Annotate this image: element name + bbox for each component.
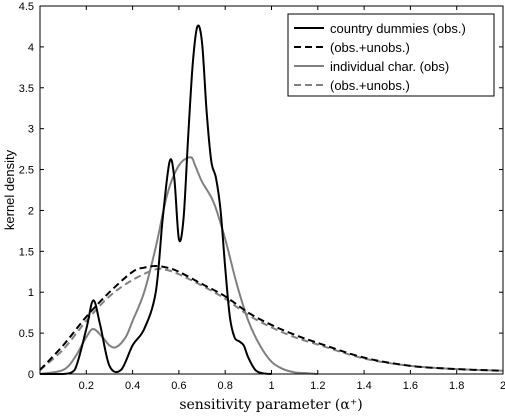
axes-layer: 0.2 0.4 0.6 0.8 1 1.2 1.4 1.6 1.8 2 0 0.5 1 1.5 2 2.5 3 3… <box>19 1 505 392</box>
x-tick-label: 1.6 <box>403 380 418 392</box>
legend: country dummies (obs.) (obs.+unobs.) indiv… <box>287 13 495 97</box>
x-tick-label: 1.2 <box>310 380 325 392</box>
y-tick-label: 0.5 <box>19 328 34 340</box>
series-line-1 <box>39 24 272 376</box>
legend-label: individual char. (obs) <box>330 59 449 74</box>
x-tick-label: 0.4 <box>125 380 140 392</box>
legend-label: (obs.+unobs.) <box>330 40 410 55</box>
x-tick-label: 0.2 <box>79 380 94 392</box>
y-tick-label: 0 <box>28 369 34 381</box>
series-line-4 <box>39 267 504 372</box>
y-tick-label: 4 <box>28 42 34 54</box>
x-tick-label: 1.4 <box>356 380 371 392</box>
y-tick-label: 2 <box>28 205 34 217</box>
y-tick-label: 1.5 <box>19 246 34 258</box>
y-tick-label: 4.5 <box>19 1 34 13</box>
x-tick-label: 2 <box>500 380 505 392</box>
legend-label: country dummies (obs.) <box>330 21 466 36</box>
y-axis-label: kernel density <box>2 149 17 230</box>
x-axis-label: sensitivity parameter (α⁺) <box>179 397 362 413</box>
y-tick-label: 1 <box>28 287 34 299</box>
y-tick-label: 2.5 <box>19 165 34 177</box>
x-tick-label: 0.8 <box>218 380 233 392</box>
x-tick-label: 0.6 <box>171 380 186 392</box>
y-tick-label: 3 <box>28 124 34 136</box>
legend-box <box>287 13 495 97</box>
x-tick-label: 1.8 <box>449 380 464 392</box>
series-layer <box>39 24 504 376</box>
x-tick-label: 1 <box>268 380 274 392</box>
series-line-3 <box>39 156 318 375</box>
series-line-2 <box>39 265 504 372</box>
y-tick-label: 3.5 <box>19 83 34 95</box>
legend-label: (obs.+unobs.) <box>330 78 410 93</box>
